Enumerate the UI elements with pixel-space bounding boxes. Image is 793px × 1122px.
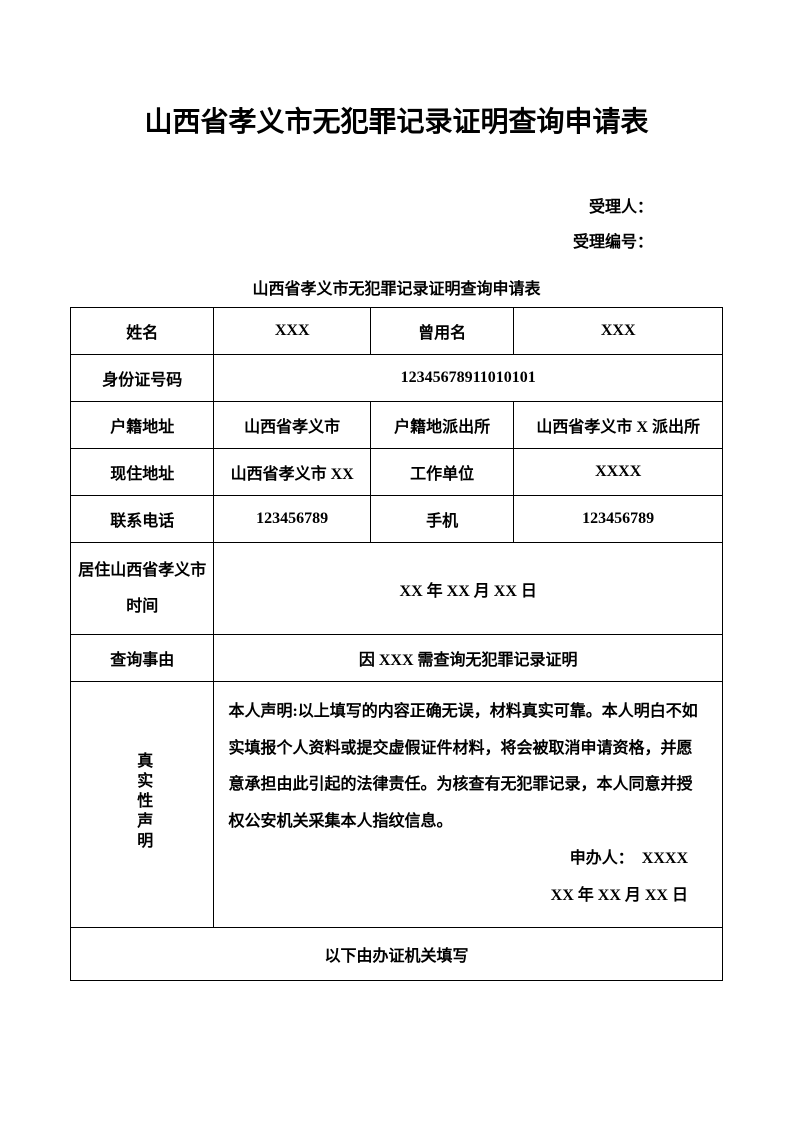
current-addr-value: 山西省孝义市 XX	[214, 449, 370, 496]
application-table: 姓名 XXX 曾用名 XXX 身份证号码 12345678911010101 户…	[70, 307, 723, 980]
table-row: 身份证号码 12345678911010101	[71, 355, 723, 402]
household-station-value: 山西省孝义市 X 派出所	[514, 402, 723, 449]
mobile-label: 手机	[370, 496, 513, 543]
work-unit-label: 工作单位	[370, 449, 513, 496]
residence-duration-value: XX 年 XX 月 XX 日	[214, 543, 723, 634]
phone-value: 123456789	[214, 496, 370, 543]
residence-duration-label: 居住山西省孝义市时间	[71, 543, 214, 634]
work-unit-value: XXXX	[514, 449, 723, 496]
current-addr-label: 现住地址	[71, 449, 214, 496]
table-row: 联系电话 123456789 手机 123456789	[71, 496, 723, 543]
name-value: XXX	[214, 308, 370, 355]
declaration-label-cell: 真实性声明	[71, 681, 214, 927]
table-row: 查询事由 因 XXX 需查询无犯罪记录证明	[71, 634, 723, 681]
reason-value: 因 XXX 需查询无犯罪记录证明	[214, 634, 723, 681]
table-row: 居住山西省孝义市时间 XX 年 XX 月 XX 日	[71, 543, 723, 634]
former-name-value: XXX	[514, 308, 723, 355]
applicant-value: XXXX	[642, 850, 688, 867]
household-station-label: 户籍地派出所	[370, 402, 513, 449]
footer-note: 以下由办证机关填写	[71, 927, 723, 980]
declaration-cell: 本人声明:以上填写的内容正确无误，材料真实可靠。本人明白不如实填报个人资料或提交…	[214, 681, 723, 927]
id-value: 12345678911010101	[214, 355, 723, 402]
table-row: 以下由办证机关填写	[71, 927, 723, 980]
declaration-body: 本人声明:以上填写的内容正确无误，材料真实可靠。本人明白不如实填报个人资料或提交…	[228, 694, 708, 841]
page-title: 山西省孝义市无犯罪记录证明查询申请表	[70, 100, 723, 140]
household-addr-value: 山西省孝义市	[214, 402, 370, 449]
reason-label: 查询事由	[71, 634, 214, 681]
table-row: 姓名 XXX 曾用名 XXX	[71, 308, 723, 355]
name-label: 姓名	[71, 308, 214, 355]
former-name-label: 曾用名	[370, 308, 513, 355]
receiver-label: 受理人：	[70, 190, 653, 225]
id-label: 身份证号码	[71, 355, 214, 402]
mobile-value: 123456789	[514, 496, 723, 543]
table-row: 真实性声明 本人声明:以上填写的内容正确无误，材料真实可靠。本人明白不如实填报个…	[71, 681, 723, 927]
table-row: 现住地址 山西省孝义市 XX 工作单位 XXXX	[71, 449, 723, 496]
declaration-date: XX 年 XX 月 XX 日	[228, 878, 688, 915]
table-subtitle: 山西省孝义市无犯罪记录证明查询申请表	[70, 275, 723, 299]
phone-label: 联系电话	[71, 496, 214, 543]
header-info: 受理人： 受理编号：	[70, 190, 723, 260]
declaration-label: 真实性声明	[130, 752, 154, 852]
household-addr-label: 户籍地址	[71, 402, 214, 449]
table-row: 户籍地址 山西省孝义市 户籍地派出所 山西省孝义市 X 派出所	[71, 402, 723, 449]
receipt-no-label: 受理编号：	[70, 225, 653, 260]
declaration-footer: 申办人： XXXX XX 年 XX 月 XX 日	[228, 841, 708, 915]
applicant-label: 申办人：	[570, 850, 634, 867]
